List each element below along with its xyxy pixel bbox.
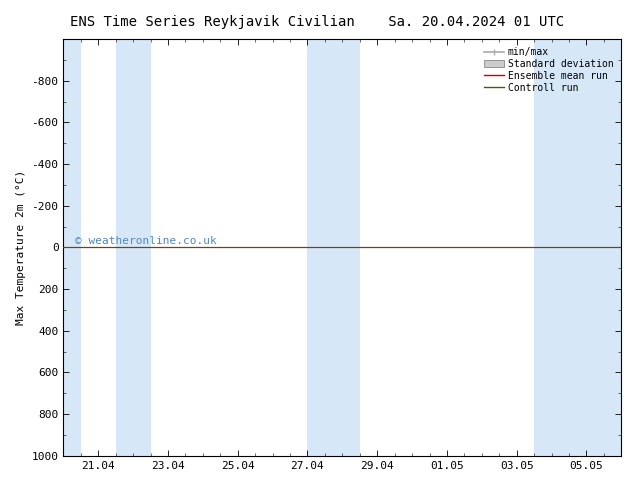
Bar — [63, 39, 81, 456]
Y-axis label: Max Temperature 2m (°C): Max Temperature 2m (°C) — [16, 170, 26, 325]
Bar — [534, 39, 621, 456]
Legend: min/max, Standard deviation, Ensemble mean run, Controll run: min/max, Standard deviation, Ensemble me… — [482, 44, 616, 96]
Bar — [115, 39, 150, 456]
Bar — [307, 39, 360, 456]
Text: ENS Time Series Reykjavik Civilian    Sa. 20.04.2024 01 UTC: ENS Time Series Reykjavik Civilian Sa. 2… — [70, 15, 564, 29]
Text: © weatheronline.co.uk: © weatheronline.co.uk — [75, 236, 216, 246]
